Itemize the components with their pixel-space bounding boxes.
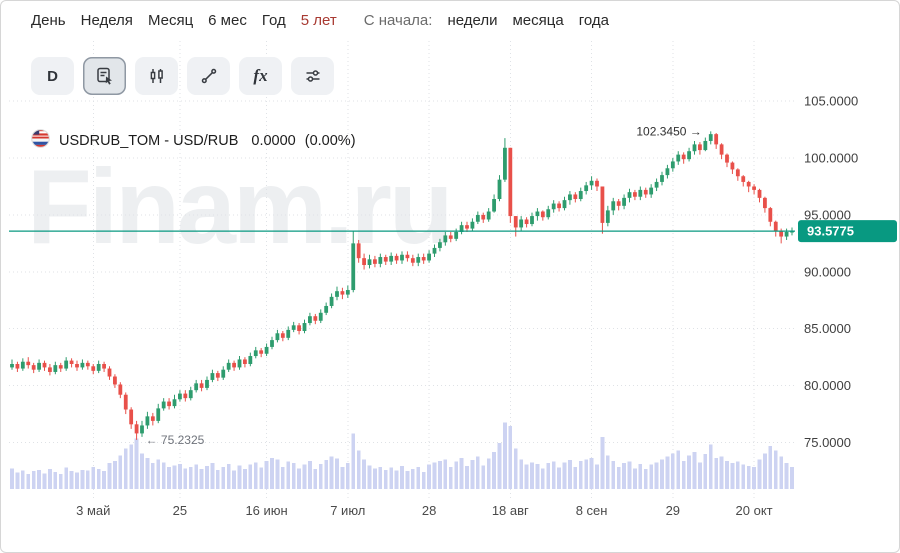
svg-text:7 июл: 7 июл — [330, 503, 365, 518]
svg-text:29: 29 — [666, 503, 680, 518]
svg-text:← 75.2325: ← 75.2325 — [146, 433, 205, 447]
timeframe-month[interactable]: Месяц — [147, 12, 194, 29]
svg-text:90.0000: 90.0000 — [804, 264, 851, 279]
svg-text:100.0000: 100.0000 — [804, 151, 858, 166]
svg-text:16 июн: 16 июн — [245, 503, 287, 518]
timeframe-week[interactable]: Неделя — [80, 12, 133, 29]
timeframe-nav: День Неделя Месяц 6 мес Год 5 лет С нача… — [31, 12, 609, 29]
timeframe-6m[interactable]: 6 мес — [208, 12, 247, 29]
candlestick-style-icon — [147, 66, 167, 86]
indicators-fx-icon: fx — [253, 66, 268, 85]
trend-line-icon — [199, 66, 219, 86]
symbol-price: 0.0000 — [251, 132, 296, 149]
since-year[interactable]: года — [578, 12, 609, 29]
svg-text:18 авг: 18 авг — [492, 503, 529, 518]
svg-text:8 сен: 8 сен — [576, 503, 608, 518]
svg-text:93.5775: 93.5775 — [807, 224, 854, 239]
since-week[interactable]: недели — [447, 12, 498, 29]
chart-toolbar: D — [31, 57, 334, 95]
svg-text:105.0000: 105.0000 — [804, 94, 858, 109]
svg-text:3 май: 3 май — [76, 503, 110, 518]
timeframe-5y[interactable]: 5 лет — [300, 12, 337, 29]
candle-style-button[interactable] — [135, 57, 178, 95]
chart-settings-button[interactable] — [291, 57, 334, 95]
indicators-button[interactable]: fx — [239, 57, 282, 95]
interval-button[interactable]: D — [31, 57, 74, 95]
svg-text:25: 25 — [173, 503, 187, 518]
svg-text:85.0000: 85.0000 — [804, 321, 851, 336]
svg-text:20 окт: 20 окт — [736, 503, 773, 518]
trend-line-button[interactable] — [187, 57, 230, 95]
svg-text:102.3450 →: 102.3450 → — [636, 124, 701, 138]
svg-text:75.0000: 75.0000 — [804, 435, 851, 450]
symbol-legend: USDRUB_TOM - USD/RUB 0.0000 (0.00%) — [31, 129, 356, 152]
settings-sliders-icon — [303, 66, 323, 86]
drawing-tools-button[interactable] — [83, 57, 126, 95]
since-label: С начала: — [363, 12, 433, 29]
since-month[interactable]: месяца — [512, 12, 564, 29]
symbol-name: USDRUB_TOM - USD/RUB — [59, 132, 239, 149]
timeframe-day[interactable]: День — [31, 12, 66, 29]
svg-text:28: 28 — [422, 503, 436, 518]
drawings-panel-icon — [95, 66, 115, 86]
interval-d-icon: D — [47, 67, 58, 85]
symbol-change: (0.00%) — [304, 132, 356, 149]
svg-text:95.0000: 95.0000 — [804, 207, 851, 222]
timeframe-year[interactable]: Год — [261, 12, 286, 29]
usd-rub-flag-icon — [31, 129, 50, 152]
svg-text:80.0000: 80.0000 — [804, 378, 851, 393]
